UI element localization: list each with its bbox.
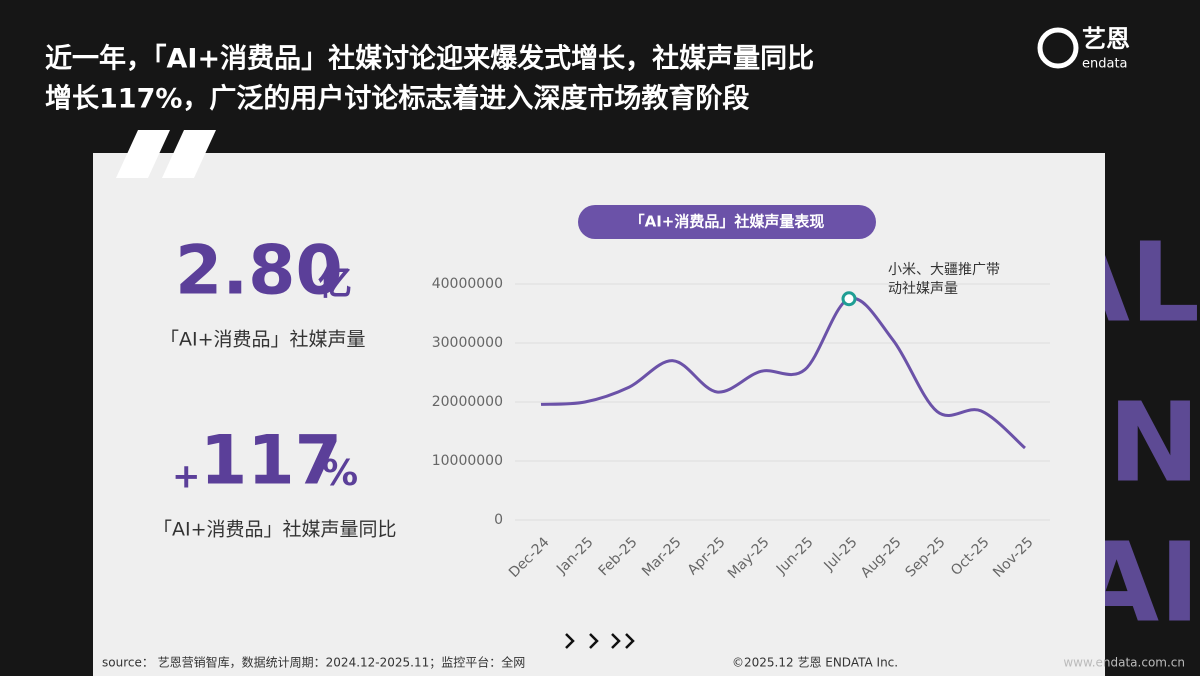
logo-icon xyxy=(1037,27,1079,69)
logo-cn: 艺恩 xyxy=(1082,25,1130,53)
panel xyxy=(93,153,1105,676)
line xyxy=(540,296,1026,450)
stat-unit: 亿 xyxy=(318,264,352,304)
stat-sign: + xyxy=(172,457,201,497)
quote-mark xyxy=(162,130,216,178)
stat-value: 2.80 xyxy=(175,232,343,311)
copyright: ©2025.12 艺恩 ENDATA Inc. xyxy=(732,656,898,670)
y-tick-label: 10000000 xyxy=(432,453,503,469)
logo-en: endata xyxy=(1082,57,1128,72)
stat-unit: % xyxy=(322,453,358,494)
highlight-marker xyxy=(841,291,857,307)
y-tick-label: 40000000 xyxy=(432,276,503,292)
stat-value: 117 xyxy=(200,422,342,501)
chart-title: 「AI+消费品」社媒声量表现 xyxy=(630,213,825,231)
stat-label: 「AI+消费品」社媒声量同比 xyxy=(153,519,397,541)
stat-label: 「AI+消费品」社媒声量 xyxy=(160,329,366,351)
url: www.endata.com.cn xyxy=(1063,656,1185,670)
title-line: 增长117%，广泛的用户讨论标志着进入深度市场教育阶段 xyxy=(45,83,749,115)
quote-mark xyxy=(116,130,170,178)
chevrons xyxy=(565,633,635,649)
source: source： 艺恩营销智库，数据统计周期：2024.12-2025.11；监控… xyxy=(102,655,525,670)
y-tick-label: 30000000 xyxy=(432,335,503,351)
annotation: 小米、大疆推广带 xyxy=(888,262,1000,278)
y-tick-label: 20000000 xyxy=(432,394,503,410)
chart-title-pill xyxy=(578,205,876,239)
y-tick-label: 0 xyxy=(494,512,503,528)
title-line: 近一年，「AI+消费品」社媒讨论迎来爆发式增长，社媒声量同比 xyxy=(45,43,814,75)
annotation: 动社媒声量 xyxy=(888,281,958,297)
